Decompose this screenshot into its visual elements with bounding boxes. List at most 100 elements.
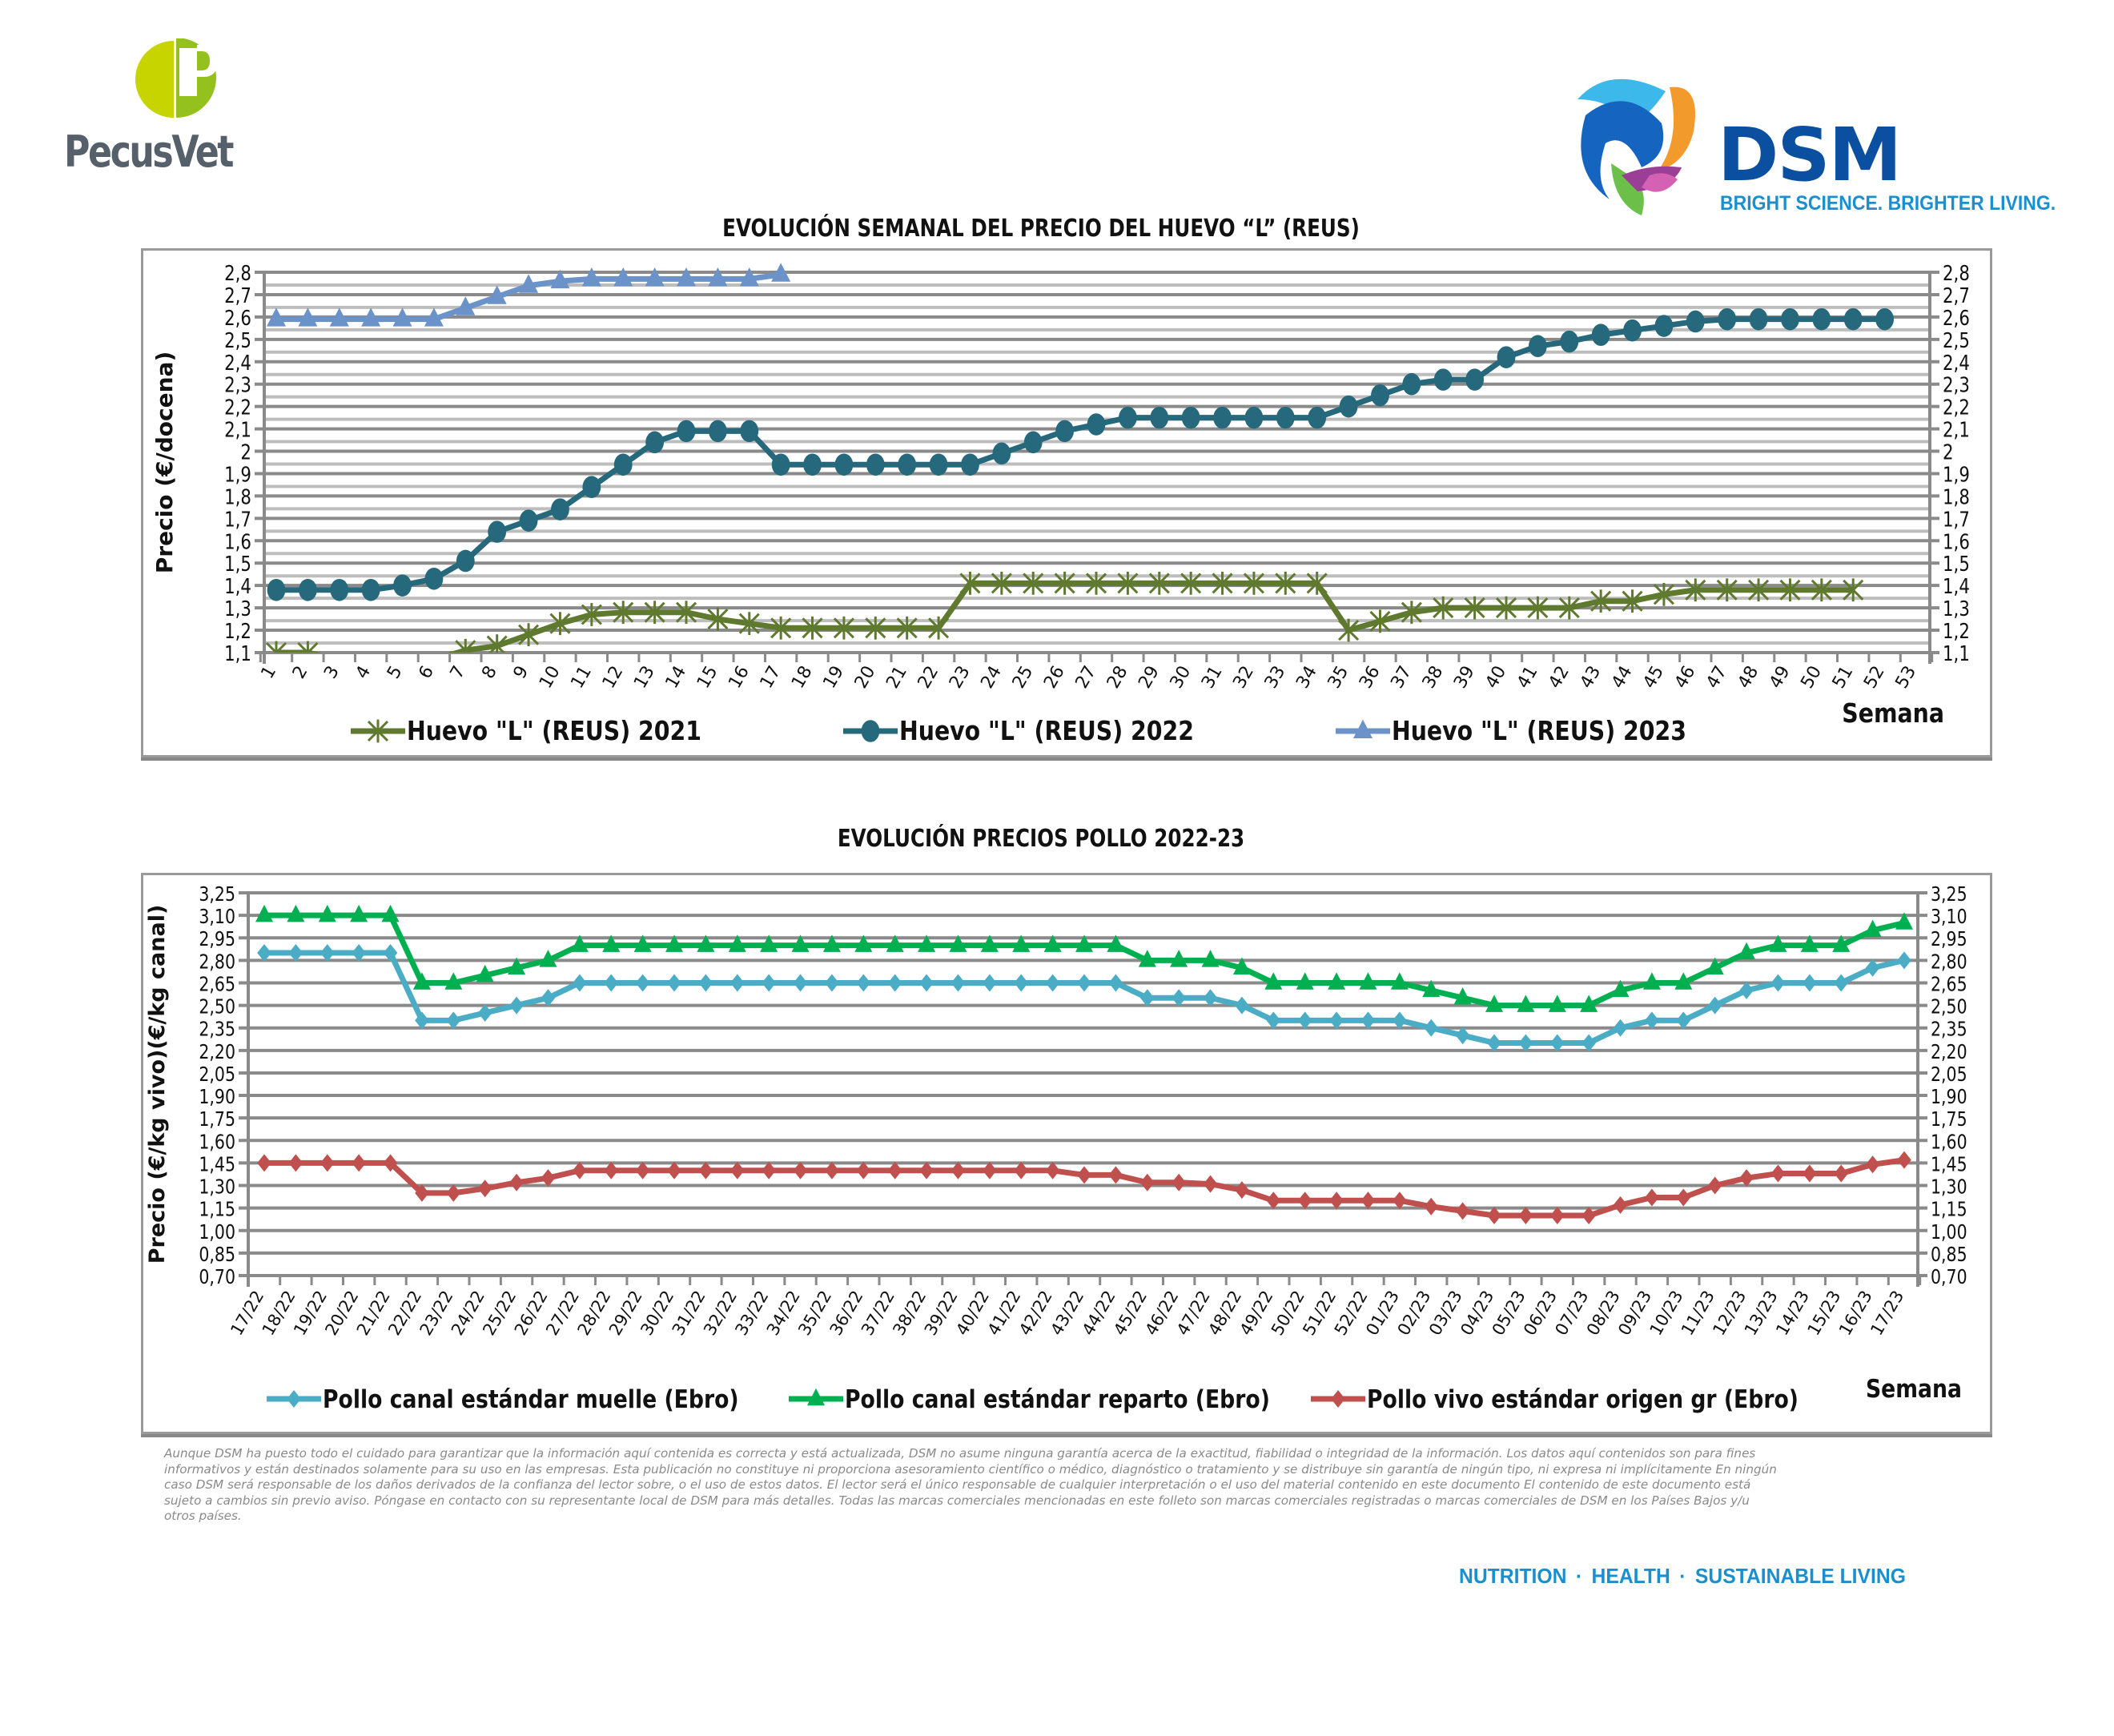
data-point: [1339, 395, 1358, 418]
data-point: [1803, 974, 1817, 992]
y-tick-label-left: 1,15: [199, 1199, 235, 1221]
data-point: [1895, 912, 1913, 930]
data-point: [265, 641, 287, 653]
data-point: [361, 307, 381, 327]
data-point: [1172, 989, 1186, 1007]
data-point: [1812, 307, 1831, 331]
footer-tagline: NUTRITION · HEALTH · SUSTAINABLE LIVING: [1459, 1564, 1906, 1589]
data-point: [1235, 1181, 1249, 1200]
legend-marker-icon: [1331, 1390, 1345, 1408]
y-tick-label-right: 1,1: [1943, 641, 1970, 666]
data-point: [539, 950, 557, 967]
major-gridlines: [255, 271, 1939, 654]
y-tick-label-left: 2,4: [224, 351, 251, 376]
y-tick-label-left: 3,25: [199, 883, 235, 906]
data-point: [771, 453, 790, 476]
data-point: [329, 307, 349, 327]
data-point: [1108, 974, 1123, 992]
data-point: [541, 989, 556, 1007]
y-tick-label-right: 2,95: [1931, 928, 1967, 950]
data-point: [708, 267, 728, 287]
data-point: [446, 1011, 461, 1030]
data-point: [898, 453, 917, 476]
data-point: [1528, 335, 1547, 358]
data-point: [929, 453, 948, 476]
data-point: [1139, 989, 1155, 1007]
data-point: [1329, 1011, 1344, 1030]
series-1: [265, 571, 1864, 653]
y-tick-label-left: 1,6: [224, 529, 251, 554]
data-point: [477, 1179, 492, 1198]
data-point: [1276, 406, 1295, 429]
data-point: [856, 1161, 871, 1179]
data-point: [1497, 346, 1516, 368]
y-tick-label-right: 2,2: [1943, 396, 1970, 420]
legend-marker-icon: [807, 1388, 825, 1406]
data-point: [1243, 571, 1264, 595]
data-point: [444, 972, 463, 990]
data-point: [350, 904, 368, 922]
y-tick-label-right: 2,8: [1943, 261, 1970, 286]
data-point: [1306, 571, 1328, 595]
data-point: [833, 616, 854, 640]
star-stroke: [297, 641, 310, 653]
data-point: [980, 934, 999, 952]
data-point: [1875, 307, 1895, 331]
data-point: [698, 1161, 713, 1179]
data-point: [1297, 1011, 1312, 1030]
data-point: [415, 1183, 429, 1202]
chicken-price-chart: 0,70 0,700,85 0,851,00 1,001,15 1,151,30 1,30…: [145, 883, 1967, 1413]
y-tick-label-left: 1,00: [199, 1221, 235, 1244]
x-axis-title: Semana: [1866, 1374, 1962, 1403]
data-point: [677, 420, 696, 443]
x-ticks: [259, 653, 1934, 662]
y-tick-label-left: 1,75: [199, 1108, 235, 1131]
data-point: [633, 934, 652, 952]
y-tick-label-right: 3,10: [1931, 906, 1967, 928]
data-point: [1654, 315, 1674, 337]
chicken-chart-title: EVOLUCIÓN PRECIOS POLLO 2022-23: [837, 825, 1245, 853]
data-point: [1390, 972, 1409, 990]
data-point: [320, 943, 335, 962]
data-point: [1676, 1188, 1691, 1207]
y-tick-label-right: 2,7: [1943, 283, 1970, 308]
data-point: [1897, 951, 1911, 970]
series-1: [257, 943, 1911, 1052]
y-tick-label-left: 2,65: [199, 974, 235, 996]
data-point: [928, 616, 950, 640]
data-point: [708, 420, 727, 443]
data-point: [509, 996, 524, 1015]
egg-price-chart: 1,1 1,11,2 1,21,3 1,31,4 1,41,5 1,51,6 1,61,7 1…: [151, 261, 1970, 747]
data-point: [581, 267, 601, 287]
data-point: [1558, 596, 1580, 620]
data-point: [1865, 958, 1880, 977]
data-point: [644, 601, 665, 625]
x-axis-title: Semana: [1842, 698, 1944, 729]
y-tick-label-right: 1,00: [1931, 1221, 1967, 1244]
legend-marker-icon: [287, 1390, 301, 1408]
y-tick-label-right: 2,6: [1943, 306, 1970, 331]
data-point: [992, 442, 1011, 465]
y-tick-label-left: 0,70: [199, 1266, 235, 1288]
data-point: [645, 431, 665, 454]
y-tick-label-left: 2,2: [224, 396, 251, 420]
legend-label: Pollo canal estándar muelle (Ebro): [323, 1384, 739, 1413]
series-line: [276, 316, 1885, 593]
x-tick-label: 17/23: [1867, 1288, 1907, 1339]
star-stroke: [274, 641, 287, 653]
data-point: [1170, 950, 1188, 967]
y-tick-label-left: 1,8: [224, 484, 251, 509]
data-point: [1811, 578, 1832, 602]
tagline-health: HEALTH: [1591, 1564, 1670, 1588]
data-point: [1014, 974, 1029, 992]
y-tick-label-left: 2,50: [199, 996, 235, 1019]
data-point: [1611, 979, 1630, 998]
data-point: [550, 269, 570, 289]
disclaimer-line: caso DSM será responsable de los daños d…: [164, 1477, 1751, 1492]
legend-label: Huevo "L" (REUS) 2023: [1392, 716, 1686, 747]
data-point: [1622, 589, 1643, 613]
y-tick-label-left: 1,45: [199, 1154, 235, 1176]
data-point: [1686, 310, 1705, 333]
dsm-tagline: BRIGHT SCIENCE. BRIGHTER LIVING.: [1720, 192, 2056, 215]
data-point: [762, 1161, 776, 1179]
